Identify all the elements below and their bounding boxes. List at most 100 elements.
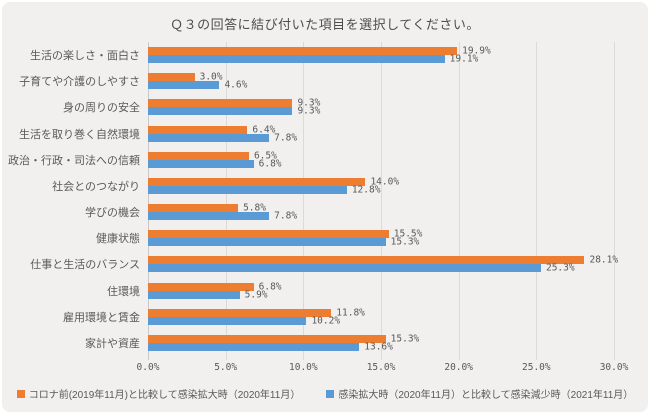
legend: コロナ前(2019年11月)と比較して感染拡大時（2020年11月） 感染拡大時（… bbox=[2, 386, 648, 401]
data-label: 6.8% bbox=[258, 281, 282, 293]
bar-group: 14.0% 12.8% bbox=[148, 173, 614, 199]
bar-series-1: 15.5% bbox=[148, 229, 422, 240]
bar-series-2: 7.8% bbox=[148, 132, 297, 143]
data-label: 3.0% bbox=[199, 71, 223, 83]
category-label: 社会とのつながり bbox=[52, 180, 140, 193]
bar-series-1: 14.0% bbox=[148, 176, 399, 187]
bar-series-2: 7.8% bbox=[148, 211, 297, 222]
x-tick-label: 0.0% bbox=[136, 362, 160, 373]
legend-label: コロナ前(2019年11月)と比較して感染拡大時（2020年11月） bbox=[28, 390, 301, 401]
gridline bbox=[614, 42, 615, 360]
x-axis-spacer bbox=[2, 362, 148, 376]
data-label: 15.5% bbox=[393, 228, 423, 240]
category-label: 家計や資産 bbox=[85, 337, 140, 350]
bar-group: 28.1% 25.3% bbox=[148, 251, 618, 277]
data-label: 19.9% bbox=[462, 45, 491, 57]
bar-series-2: 19.1% bbox=[148, 54, 478, 65]
data-label: 6.4% bbox=[252, 124, 276, 136]
bar-series-1: 11.8% bbox=[148, 307, 365, 318]
gridline bbox=[225, 42, 227, 360]
bar-series-1: 28.1% bbox=[148, 255, 618, 266]
category-axis: 生活の楽しさ・面白さ子育てや介護のしやすさ身の周りの安全生活を取り巻く自然環境政… bbox=[2, 42, 148, 356]
category-label: 学びの機会 bbox=[85, 207, 140, 220]
category-label: 健康状態 bbox=[96, 233, 140, 246]
x-tick-label: 15.0% bbox=[366, 362, 396, 373]
data-label: 14.0% bbox=[370, 176, 400, 188]
data-label: 15.3% bbox=[390, 236, 420, 248]
bar-group: 9.3% 9.3% bbox=[148, 94, 614, 120]
bar-series-1: 6.8% bbox=[148, 281, 282, 292]
gridlines bbox=[148, 42, 615, 360]
category-label: 雇用環境と賃金 bbox=[63, 311, 140, 324]
plot-area: 19.9% 19.1% 3.0% 4.6% 9.3% 9.3% 6.4% 7.8% 6.5% 6.… bbox=[148, 42, 618, 360]
bar-group: 6.8% 5.9% bbox=[148, 278, 614, 304]
legend-marker-icon bbox=[16, 389, 25, 398]
data-label: 13.6% bbox=[364, 341, 393, 353]
x-tick-labels: 0.0% 5.0% 10.0% 15.0% 20.0% 25.0% 30.0% bbox=[137, 362, 629, 376]
x-tick-label: 10.0% bbox=[289, 362, 318, 373]
chart-title: Ｑ３の回答に結び付いた項目を選択してください。 bbox=[170, 17, 480, 32]
data-label: 25.3% bbox=[545, 262, 575, 274]
bar-series-2: 6.8% bbox=[148, 158, 282, 169]
value-axis-line bbox=[148, 42, 149, 360]
x-tick-label: 5.0% bbox=[214, 362, 238, 373]
data-label: 10.2% bbox=[311, 315, 341, 327]
data-label: 28.1% bbox=[589, 254, 619, 266]
data-label: 6.5% bbox=[253, 150, 277, 162]
bar-series-2: 12.8% bbox=[148, 184, 380, 195]
category-label: 身の周りの安全 bbox=[63, 102, 140, 115]
bar-series-2: 25.3% bbox=[148, 263, 575, 274]
data-label: 5.9% bbox=[244, 289, 268, 301]
data-label: 19.1% bbox=[449, 53, 479, 65]
x-tick-label: 20.0% bbox=[444, 362, 473, 373]
bar-series-2: 5.9% bbox=[148, 289, 268, 300]
gridline bbox=[536, 42, 538, 360]
category-label: 子育てや介護のしやすさ bbox=[19, 76, 140, 89]
legend-marker-icon bbox=[326, 389, 335, 398]
bar-series-1: 3.0% bbox=[148, 72, 222, 83]
data-label: 15.3% bbox=[390, 333, 420, 345]
data-label: 7.8% bbox=[274, 210, 298, 222]
data-label: 4.6% bbox=[224, 79, 248, 91]
bar-series-1: 19.9% bbox=[148, 46, 491, 57]
bar-groups: 19.9% 19.1% 3.0% 4.6% 9.3% 9.3% 6.4% 7.8% 6.5% 6.… bbox=[148, 42, 618, 356]
category-label: 仕事と生活のバランス bbox=[30, 259, 140, 272]
plot-body: 生活の楽しさ・面白さ子育てや介護のしやすさ身の周りの安全生活を取り巻く自然環境政… bbox=[2, 42, 648, 360]
bar-series-1: 6.5% bbox=[148, 150, 277, 161]
category-label: 政治・行政・司法への信頼 bbox=[8, 154, 140, 167]
legend-label: 感染拡大時（2020年11月）と比較して感染減少時（2021年11月） bbox=[338, 390, 634, 401]
x-axis: 0.0% 5.0% 10.0% 15.0% 20.0% 25.0% 30.0% bbox=[2, 362, 648, 376]
bar-group: 15.3% 13.6% bbox=[148, 330, 614, 356]
bar-series-2: 9.3% bbox=[148, 106, 320, 117]
bar-group: 6.5% 6.8% bbox=[148, 147, 614, 173]
category-label: 生活の楽しさ・面白さ bbox=[30, 50, 140, 63]
data-label: 5.8% bbox=[243, 202, 266, 214]
gridline bbox=[458, 42, 460, 360]
bar-group: 3.0% 4.6% bbox=[148, 68, 614, 94]
bar-group: 19.9% 19.1% bbox=[148, 42, 614, 68]
x-tick-label: 30.0% bbox=[599, 362, 629, 373]
x-tick-label: 25.0% bbox=[522, 362, 551, 373]
bar-series-2: 4.6% bbox=[148, 80, 247, 91]
data-label: 12.8% bbox=[351, 184, 381, 196]
data-label: 11.8% bbox=[336, 307, 365, 319]
bar-series-1: 6.4% bbox=[148, 124, 275, 135]
category-label: 住環境 bbox=[107, 285, 140, 298]
data-label: 9.3% bbox=[297, 105, 321, 117]
data-label: 7.8% bbox=[274, 132, 298, 144]
data-label: 9.3% bbox=[297, 97, 321, 109]
gridline bbox=[303, 42, 305, 360]
bar-series-2: 15.3% bbox=[148, 237, 419, 248]
legend-item-series-1: コロナ前(2019年11月)と比較して感染拡大時（2020年11月） bbox=[16, 386, 301, 401]
legend-item-series-2: 感染拡大時（2020年11月）と比較して感染減少時（2021年11月） bbox=[326, 386, 633, 401]
bar-series-2: 13.6% bbox=[148, 341, 393, 352]
bar-group: 11.8% 10.2% bbox=[148, 304, 614, 330]
category-label: 生活を取り巻く自然環境 bbox=[19, 128, 140, 141]
bar-series-2: 10.2% bbox=[148, 315, 340, 326]
gridline bbox=[381, 42, 382, 360]
bar-group: 15.5% 15.3% bbox=[148, 225, 614, 251]
data-label: 6.8% bbox=[258, 158, 282, 170]
bar-series-1: 15.3% bbox=[148, 333, 419, 344]
bar-group: 6.4% 7.8% bbox=[148, 121, 614, 147]
